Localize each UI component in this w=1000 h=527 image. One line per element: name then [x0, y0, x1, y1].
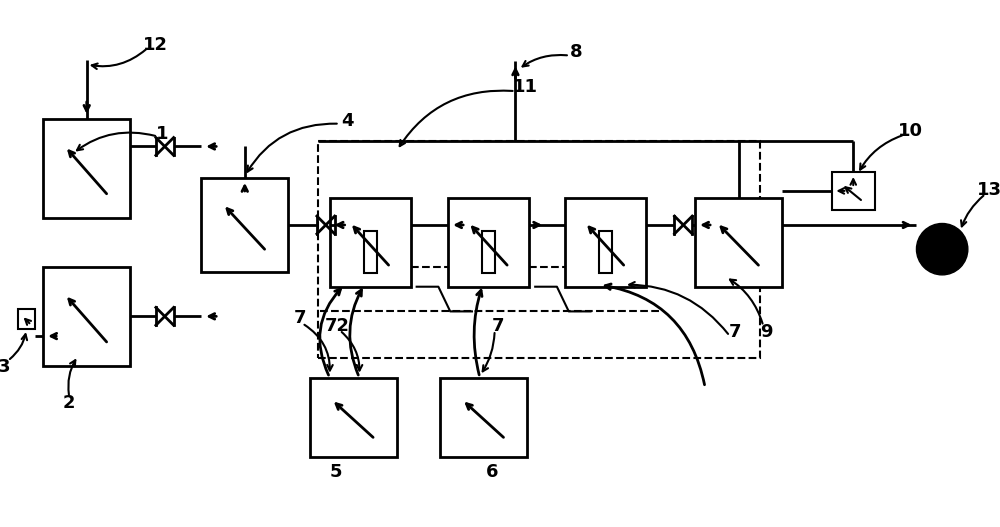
Bar: [43, 267, 130, 366]
Bar: [43, 119, 130, 218]
Text: 7: 7: [491, 317, 504, 335]
Bar: [201, 178, 288, 272]
Text: 7: 7: [294, 309, 306, 327]
Bar: [18, 309, 35, 329]
Bar: [565, 198, 646, 287]
Text: 7: 7: [728, 323, 741, 341]
Text: 6: 6: [486, 463, 499, 482]
Text: 2: 2: [63, 394, 76, 412]
Bar: [440, 377, 527, 456]
Bar: [330, 198, 411, 287]
Text: 10: 10: [898, 122, 923, 140]
Text: 4: 4: [341, 112, 354, 130]
Text: 3: 3: [0, 358, 10, 376]
Bar: [482, 231, 495, 274]
Bar: [599, 231, 612, 274]
Bar: [364, 231, 377, 274]
Text: 13: 13: [977, 181, 1000, 199]
Bar: [695, 198, 782, 287]
Bar: [832, 172, 875, 210]
Text: 9: 9: [760, 323, 773, 341]
Bar: [310, 377, 397, 456]
Bar: [448, 198, 529, 287]
Text: 12: 12: [143, 36, 168, 54]
Text: 72: 72: [325, 317, 350, 335]
Bar: [318, 141, 760, 358]
Text: 11: 11: [513, 78, 538, 96]
Circle shape: [916, 223, 968, 275]
Text: 5: 5: [330, 463, 342, 482]
Text: 8: 8: [570, 43, 583, 61]
Text: 1: 1: [156, 124, 168, 143]
